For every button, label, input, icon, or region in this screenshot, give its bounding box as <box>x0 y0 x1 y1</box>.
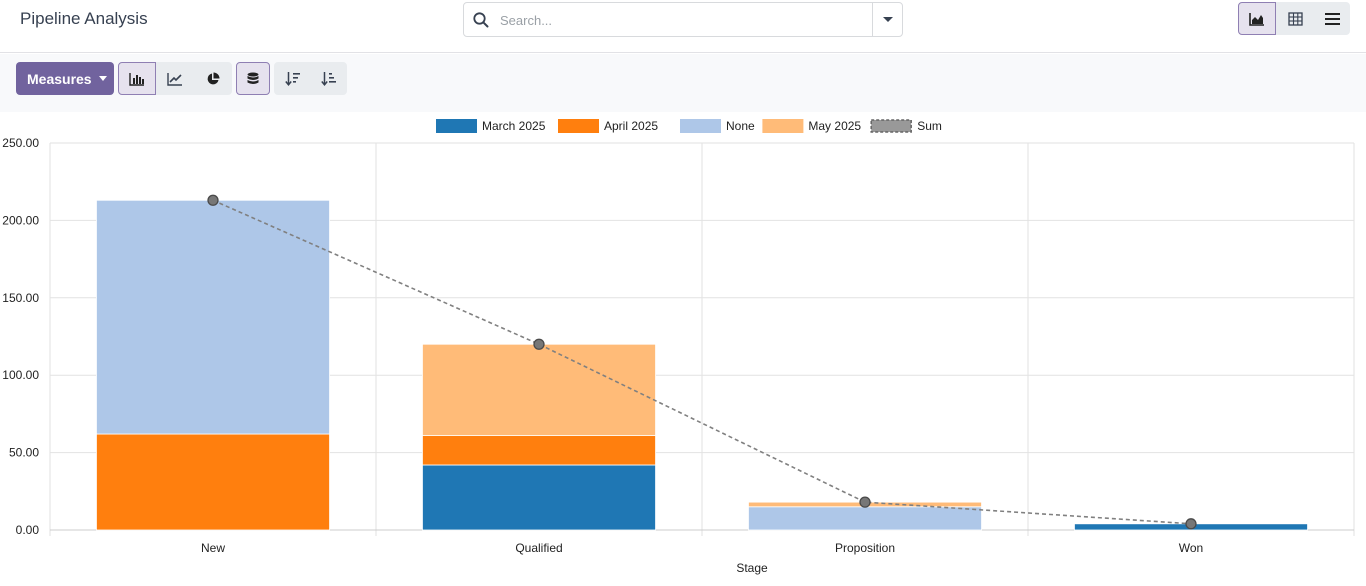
bar-segment <box>748 506 982 531</box>
stacked-bar-chart: 0.00 50.00 100.00 150.00 200.00 250.00 New Qual… <box>2 119 1355 575</box>
search-box[interactable]: Search... <box>463 2 903 37</box>
pie-chart-icon <box>207 72 220 84</box>
x-tick-label: Won <box>1179 541 1203 555</box>
bar-segment <box>422 435 656 466</box>
bar-chart-button[interactable] <box>118 62 156 95</box>
caret-down-icon <box>883 17 893 22</box>
chart-type-group <box>118 62 232 95</box>
line-chart-button[interactable] <box>156 62 194 95</box>
graph-view-button[interactable] <box>1238 2 1276 35</box>
legend-swatch <box>870 119 912 133</box>
x-tick-label: New <box>201 541 225 555</box>
list-view-button[interactable] <box>1314 2 1350 35</box>
bar-segment <box>422 464 656 531</box>
graph-chart: 0.00 50.00 100.00 150.00 200.00 250.00 New Qual… <box>0 112 1366 581</box>
sort-descending-icon <box>284 72 300 86</box>
sort-descending-button[interactable] <box>274 62 311 95</box>
bar-segment <box>422 343 656 436</box>
bar-chart-icon <box>129 72 144 86</box>
legend-label: Sum <box>917 119 942 133</box>
sort-ascending-button[interactable] <box>311 62 347 95</box>
y-tick-label: 100.00 <box>2 368 39 382</box>
stacked-toggle-button[interactable] <box>236 62 270 95</box>
stacked-group <box>236 62 270 95</box>
measures-dropdown-button[interactable]: Measures <box>16 62 114 95</box>
y-tick-label: 150.00 <box>2 291 39 305</box>
y-tick-label: 50.00 <box>9 446 39 460</box>
sum-point <box>1185 518 1197 530</box>
sum-point <box>207 194 219 206</box>
page-title: Pipeline Analysis <box>20 9 148 28</box>
sum-line <box>212 199 1192 525</box>
x-tick-label: Proposition <box>835 541 895 555</box>
line-chart-icon <box>167 72 182 86</box>
legend-swatch <box>558 119 599 133</box>
bar-segment <box>96 199 330 435</box>
graph-toolbar: Measures <box>0 54 1366 112</box>
area-chart-icon <box>1249 12 1264 26</box>
database-icon <box>247 72 259 84</box>
sum-point <box>859 496 871 508</box>
view-switcher <box>1238 2 1350 35</box>
sort-group <box>274 62 347 95</box>
search-input[interactable]: Search... <box>500 13 553 28</box>
y-tick-label: 250.00 <box>2 136 39 150</box>
legend-swatch <box>436 119 477 133</box>
search-icon <box>473 12 489 28</box>
list-icon <box>1324 12 1340 25</box>
y-tick-label: 200.00 <box>2 213 39 227</box>
x-tick-label: Qualified <box>515 541 562 555</box>
legend-label: None <box>726 119 755 133</box>
legend-label: April 2025 <box>604 119 658 133</box>
control-panel-header: Pipeline Analysis Search... <box>0 0 1366 53</box>
pivot-view-button[interactable] <box>1276 2 1314 35</box>
sort-ascending-icon <box>321 72 336 86</box>
legend-label: March 2025 <box>482 119 546 133</box>
legend-label: May 2025 <box>808 119 861 133</box>
legend-swatch <box>680 119 721 133</box>
caret-down-icon <box>98 76 107 81</box>
bar-segment <box>96 433 330 531</box>
legend-swatch <box>762 119 804 133</box>
measures-label: Measures <box>27 70 92 87</box>
table-icon <box>1287 11 1303 26</box>
x-axis-title: Stage <box>736 561 768 575</box>
sum-point <box>533 338 545 350</box>
pie-chart-button[interactable] <box>194 62 232 95</box>
y-tick-label: 0.00 <box>16 523 40 537</box>
search-options-toggle[interactable] <box>872 3 902 36</box>
